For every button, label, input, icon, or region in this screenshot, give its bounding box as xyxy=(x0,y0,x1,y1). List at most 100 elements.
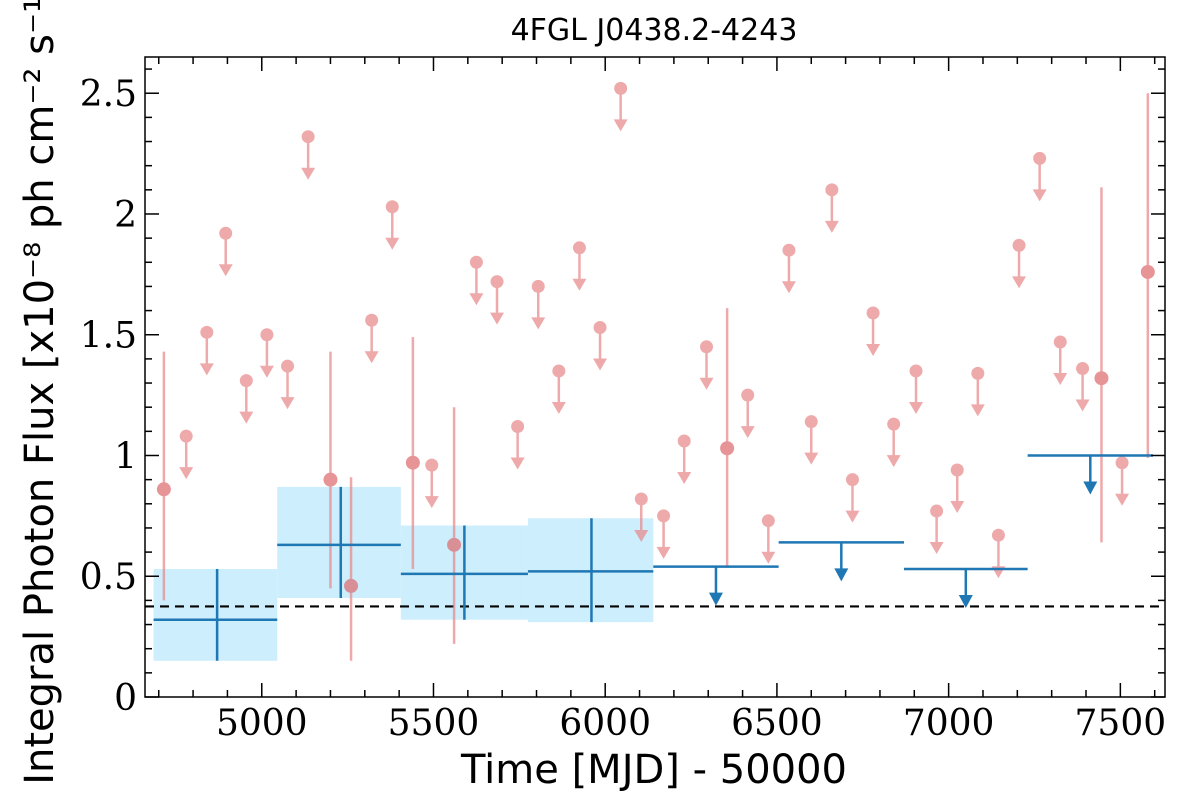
upper-limit-point xyxy=(761,514,776,564)
upper-limit-marker xyxy=(782,243,796,257)
upper-limit-arrow xyxy=(259,365,274,378)
upper-limit-point xyxy=(385,200,400,250)
upper-limit-arrow xyxy=(364,351,379,364)
upper-limit-point xyxy=(781,243,796,294)
coarse-upper-limit-arrow xyxy=(958,595,973,608)
upper-limit-arrow xyxy=(699,377,714,390)
upper-limit-marker xyxy=(469,255,483,269)
upper-limit-point xyxy=(970,366,985,417)
upper-limit-point xyxy=(280,359,295,410)
upper-limit-point xyxy=(551,364,566,414)
upper-limit-marker xyxy=(511,420,525,434)
upper-limit-point xyxy=(740,388,755,439)
upper-limit-arrow xyxy=(593,358,608,371)
upper-limit-arrow xyxy=(1012,276,1027,289)
detection-point xyxy=(1140,93,1155,458)
upper-limit-arrow xyxy=(301,167,316,180)
upper-limit-arrow xyxy=(656,546,671,559)
upper-limit-arrow xyxy=(634,529,649,542)
upper-limit-arrow xyxy=(280,397,295,410)
upper-limit-marker xyxy=(845,473,859,487)
upper-limit-marker xyxy=(239,374,253,388)
upper-limit-point xyxy=(1075,362,1090,412)
plot-area xyxy=(145,81,1165,661)
upper-limit-arrow xyxy=(804,452,819,465)
upper-limit-marker xyxy=(991,528,1005,542)
x-tick-label: 5500 xyxy=(388,703,480,744)
x-tick-label: 7000 xyxy=(903,703,995,744)
upper-limit-marker xyxy=(950,463,964,477)
detection-point xyxy=(344,477,359,661)
upper-limit-arrow xyxy=(970,404,985,417)
upper-limit-arrow xyxy=(551,401,566,414)
upper-limit-marker xyxy=(260,328,274,342)
detection-point xyxy=(323,351,338,589)
upper-limit-point xyxy=(1115,456,1130,506)
upper-limit-point xyxy=(909,364,924,414)
upper-limit-marker xyxy=(385,200,399,214)
y-tick-label: 0 xyxy=(114,678,137,719)
upper-limit-marker xyxy=(219,226,233,240)
upper-limit-marker xyxy=(1033,151,1047,165)
detection-point xyxy=(405,337,420,569)
axis-ticks: 5000 5500 6000 6500 7000 7500 0 0.5 1 1.5 2 2.5 xyxy=(80,57,1166,744)
detection-marker xyxy=(344,578,359,593)
upper-limit-arrow xyxy=(1075,399,1090,412)
upper-limit-point xyxy=(699,340,714,390)
upper-limit-point xyxy=(929,504,944,555)
detection-marker xyxy=(323,472,338,487)
upper-limit-arrow xyxy=(1032,189,1047,202)
upper-limit-arrow xyxy=(909,401,924,414)
y-tick-label: 1.5 xyxy=(80,316,137,357)
upper-limit-marker xyxy=(301,130,315,144)
detection-point xyxy=(156,351,171,601)
upper-limit-arrow xyxy=(1115,493,1130,506)
upper-limit-point xyxy=(301,130,316,180)
upper-limit-point xyxy=(950,463,965,513)
upper-limit-point xyxy=(634,492,649,542)
upper-limit-point xyxy=(1012,238,1027,289)
detection-marker xyxy=(156,482,171,497)
upper-limit-point xyxy=(886,417,901,468)
upper-limit-marker xyxy=(804,415,818,429)
upper-limit-marker xyxy=(677,434,691,448)
upper-limit-arrow xyxy=(886,455,901,468)
upper-limit-arrow xyxy=(218,264,233,277)
upper-limit-point xyxy=(239,374,254,424)
coarse-upper-limit-arrow xyxy=(708,592,723,606)
upper-limit-point xyxy=(179,429,194,480)
y-tick-label: 2 xyxy=(114,195,137,236)
upper-limit-arrow xyxy=(929,542,944,555)
upper-limit-point xyxy=(593,320,608,371)
upper-limit-arrow xyxy=(824,220,839,233)
coarse-band xyxy=(153,569,278,661)
upper-limit-arrow xyxy=(179,467,194,480)
x-tick-label: 5000 xyxy=(216,703,308,744)
upper-limit-point xyxy=(424,458,439,509)
upper-limit-arrow xyxy=(239,411,254,424)
upper-limit-arrow xyxy=(950,500,965,513)
y-tick-label: 1 xyxy=(114,436,137,477)
detection-marker xyxy=(720,441,735,456)
upper-limit-arrow xyxy=(199,363,214,376)
detection-marker xyxy=(1140,264,1155,279)
upper-limit-point xyxy=(218,226,233,277)
upper-limit-marker xyxy=(1053,335,1067,349)
upper-limit-marker xyxy=(200,325,214,339)
upper-limit-marker xyxy=(634,492,648,506)
upper-limit-marker xyxy=(552,364,566,378)
upper-limit-marker xyxy=(741,388,755,402)
upper-limit-point xyxy=(490,275,505,325)
detection-point xyxy=(1094,187,1109,543)
upper-limit-marker xyxy=(614,81,628,95)
upper-limit-point xyxy=(613,81,628,132)
upper-limit-marker xyxy=(761,514,775,528)
upper-limit-marker xyxy=(179,429,193,443)
upper-limit-point xyxy=(531,279,546,330)
upper-limit-marker xyxy=(490,275,504,289)
detection-point xyxy=(447,407,462,644)
upper-limit-point xyxy=(824,183,839,233)
upper-limit-point xyxy=(469,255,484,306)
x-tick-label: 6500 xyxy=(731,703,823,744)
upper-limit-arrow xyxy=(469,293,484,306)
